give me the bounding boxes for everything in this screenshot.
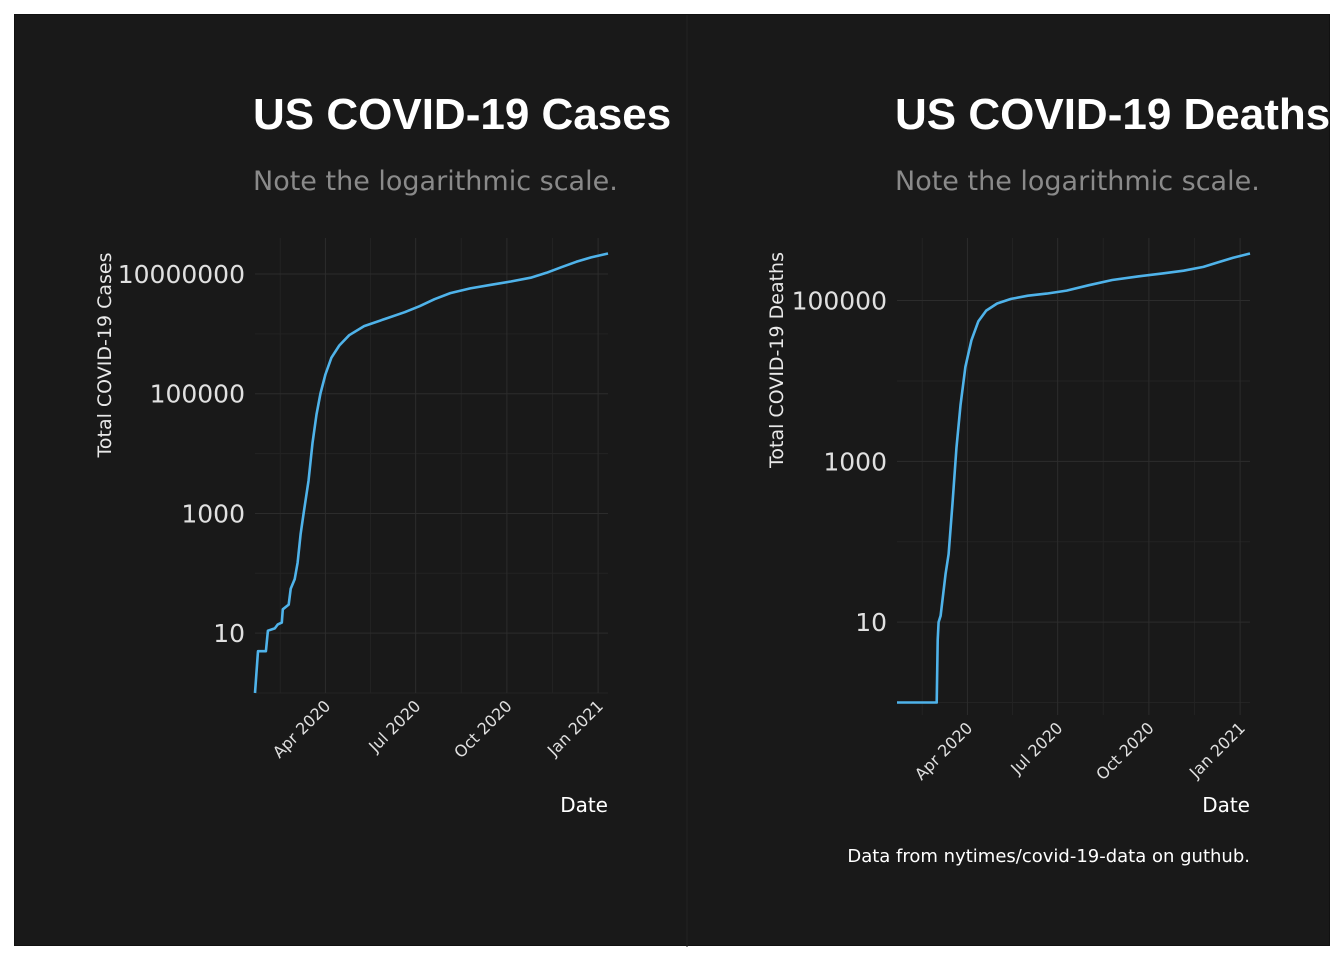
cases-panel: US COVID-19 Cases Note the logarithmic s… bbox=[94, 90, 671, 817]
x-tick-label: Jul 2020 bbox=[364, 696, 424, 756]
deaths-gridlines bbox=[897, 238, 1250, 715]
x-tick-label: Jan 2021 bbox=[1185, 718, 1249, 782]
deaths-y-ticks: 10 1000 100000 bbox=[792, 287, 887, 638]
x-tick-label: Apr 2020 bbox=[911, 718, 976, 783]
deaths-panel: US COVID-19 Deaths Note the logarithmic … bbox=[766, 90, 1330, 867]
deaths-y-axis-label: Total COVID-19 Deaths bbox=[766, 252, 788, 469]
deaths-series-line bbox=[897, 252, 1251, 704]
x-tick-label: Jul 2020 bbox=[1006, 718, 1066, 778]
deaths-title: US COVID-19 Deaths bbox=[895, 90, 1330, 139]
deaths-x-ticks: Apr 2020 Jul 2020 Oct 2020 Jan 2021 bbox=[911, 718, 1249, 783]
covid-figure: US COVID-19 Cases Note the logarithmic s… bbox=[94, 15, 1330, 947]
figure-background: US COVID-19 Cases Note the logarithmic s… bbox=[14, 14, 1330, 947]
y-tick-label: 100000 bbox=[150, 380, 245, 409]
cases-subtitle: Note the logarithmic scale. bbox=[253, 166, 618, 197]
cases-x-axis-label: Date bbox=[560, 793, 608, 817]
x-tick-label: Jan 2021 bbox=[543, 696, 607, 760]
y-tick-label: 100000 bbox=[792, 287, 887, 316]
y-tick-label: 10000000 bbox=[118, 260, 245, 289]
x-tick-label: Oct 2020 bbox=[450, 696, 515, 761]
cases-title: US COVID-19 Cases bbox=[253, 90, 671, 139]
y-tick-label: 1000 bbox=[181, 499, 245, 528]
cases-gridlines bbox=[255, 238, 608, 694]
deaths-subtitle: Note the logarithmic scale. bbox=[895, 166, 1260, 197]
cases-y-axis-label: Total COVID-19 Cases bbox=[94, 252, 116, 458]
data-source-caption: Data from nytimes/covid-19-data on guthu… bbox=[847, 846, 1250, 867]
x-tick-label: Apr 2020 bbox=[269, 696, 334, 761]
deaths-x-axis-label: Date bbox=[1202, 793, 1250, 817]
cases-x-ticks: Apr 2020 Jul 2020 Oct 2020 Jan 2021 bbox=[269, 696, 607, 761]
y-tick-label: 1000 bbox=[823, 447, 887, 476]
cases-y-ticks: 10 1000 100000 10000000 bbox=[118, 260, 245, 648]
y-tick-label: 10 bbox=[213, 619, 245, 648]
y-tick-label: 10 bbox=[855, 608, 887, 637]
cases-series-line bbox=[253, 252, 609, 694]
x-tick-label: Oct 2020 bbox=[1092, 718, 1157, 783]
